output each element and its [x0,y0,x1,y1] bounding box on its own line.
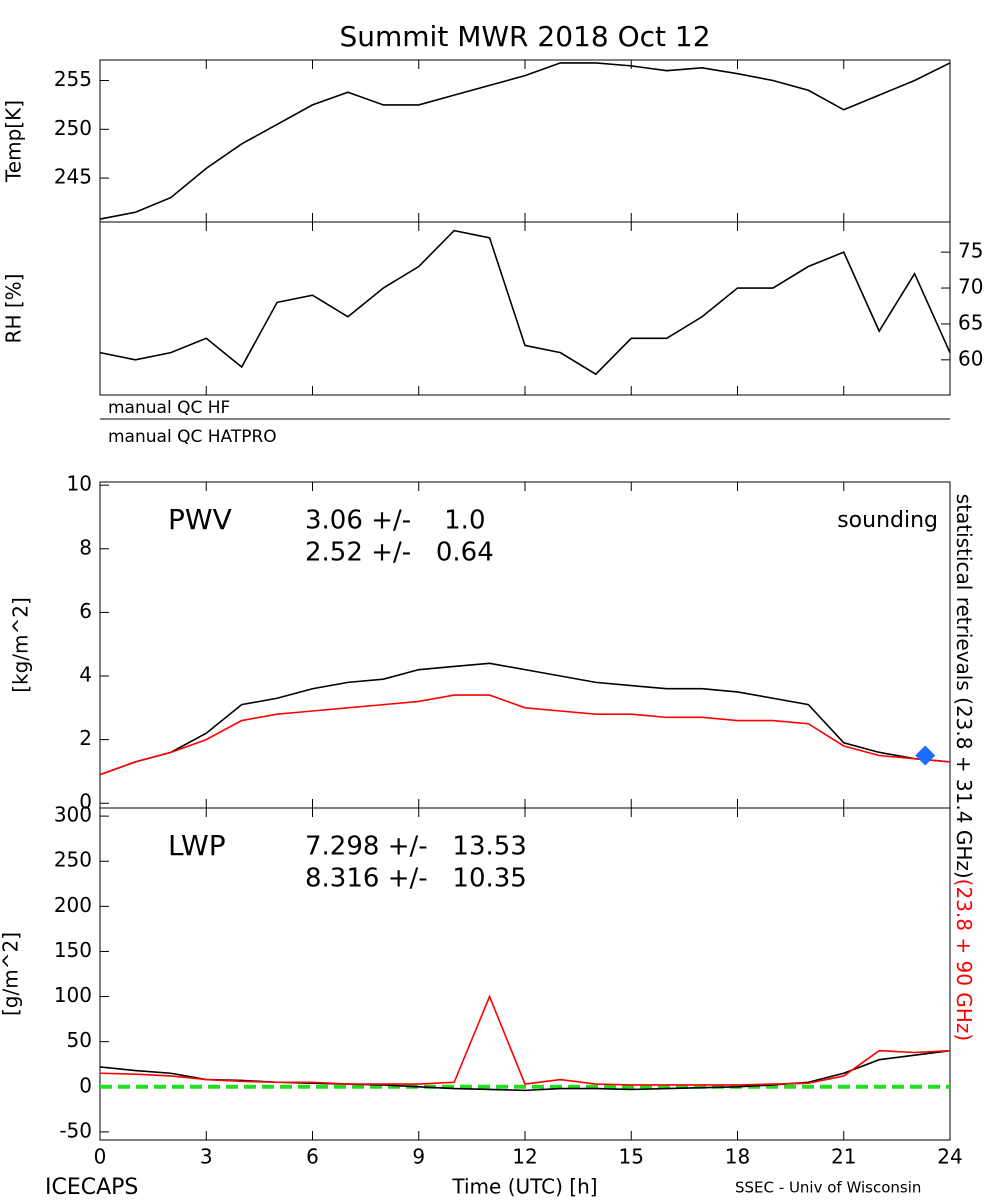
series-line [99,62,951,220]
footer-right: SSEC - Univ of Wisconsin [735,1179,921,1197]
y-tick-label: 60 [958,346,983,370]
y-tick-label: 70 [958,275,983,299]
stat-text: 2.52 +/- 0.64 [305,538,494,568]
footer-left: ICECAPS [45,1175,138,1200]
y-axis-label: [kg/m^2] [9,597,33,693]
stat-text: 3.06 +/- 1.0 [305,506,486,536]
x-tick-label: 24 [937,1145,962,1169]
y-tick-label: 10 [67,472,92,496]
panel-label: PWV [168,503,232,536]
stat-text: 7.298 +/- 13.53 [305,832,527,862]
series-line [99,662,951,776]
y-tick-label: 100 [54,983,92,1007]
x-tick-label: 12 [512,1145,537,1169]
y-tick-label: 245 [54,165,92,189]
sounding-marker [915,745,936,766]
legend-entry: sounding [837,508,938,533]
y-tick-label: 8 [79,535,92,559]
x-axis-label: Time (UTC) [h] [451,1175,597,1199]
plot-frame [99,59,951,223]
plot-frame [99,221,951,396]
y-tick-label: 2 [79,726,92,750]
y-tick-label: 0 [79,1073,92,1097]
x-tick-label: 6 [306,1145,319,1169]
side-label: statistical retrievals (23.8 + 31.4 GHz)… [953,462,977,1060]
stat-text: 8.316 +/- 10.35 [305,864,527,894]
x-tick-label: 18 [725,1145,750,1169]
y-tick-label: 0 [79,790,92,814]
series-line [99,229,951,376]
x-tick-label: 3 [200,1145,213,1169]
y-axis-label: Temp[K] [2,100,26,183]
x-tick-label: 21 [831,1145,856,1169]
series-line [99,994,951,1086]
series-line [99,694,951,776]
y-tick-label: -50 [59,1118,92,1142]
y-tick-label: 250 [54,116,92,140]
x-tick-label: 9 [412,1145,425,1169]
y-tick-label: 300 [54,803,92,827]
series-line [99,1049,951,1092]
x-tick-label: 0 [94,1145,107,1169]
panel-label: LWP [168,829,226,862]
qc-flag: manual QC HF [108,398,230,418]
side-label-part: statistical retrievals (23.8 + 31.4 GHz) [953,494,977,879]
side-label-part: (23.8 + 90 GHz) [953,879,977,1041]
y-tick-label: 75 [958,239,983,263]
y-tick-label: 200 [54,893,92,917]
y-axis-label: RH [%] [2,274,26,344]
qc-flag: manual QC HATPRO [108,427,277,447]
y-tick-label: 6 [79,599,92,623]
y-tick-label: 150 [54,938,92,962]
x-tick-label: 15 [619,1145,644,1169]
y-tick-label: 4 [79,663,92,687]
y-tick-label: 250 [54,848,92,872]
y-tick-label: 50 [67,1028,92,1052]
chart-title: Summit MWR 2018 Oct 12 [339,20,710,53]
y-tick-label: 65 [958,310,983,334]
y-axis-label: [g/m^2] [0,932,23,1016]
y-tick-label: 255 [54,67,92,91]
